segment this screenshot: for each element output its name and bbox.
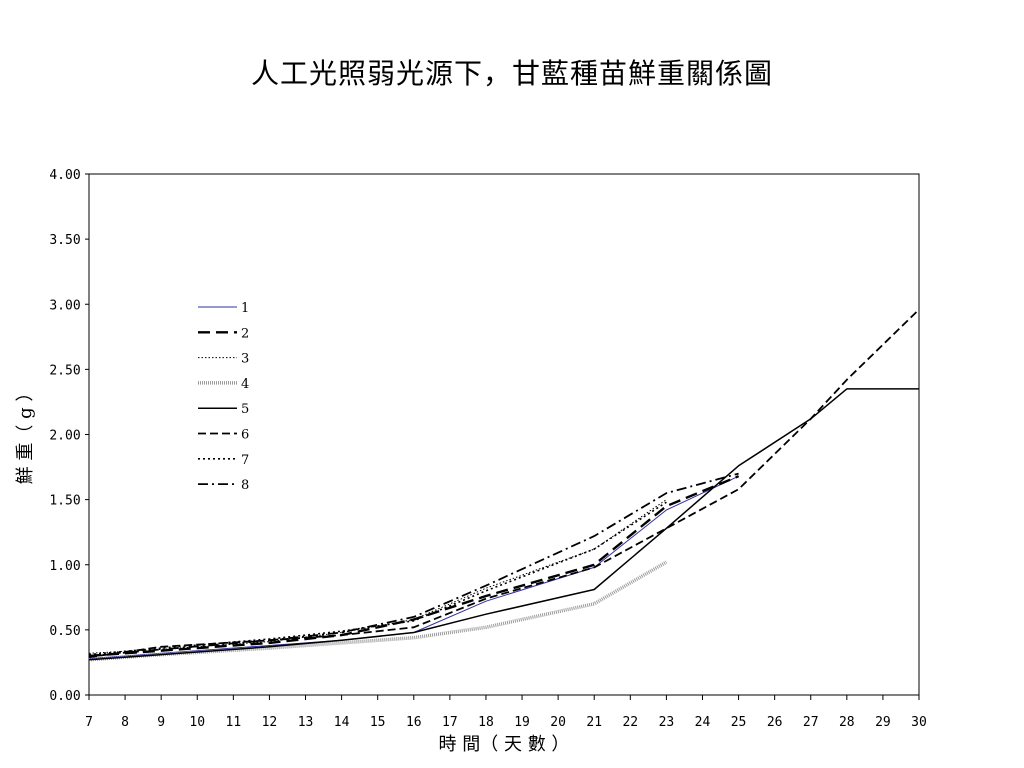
legend-label-3: 3 — [241, 352, 249, 367]
y-tick-label: 0.00 — [49, 689, 80, 704]
x-tick-label: 19 — [514, 715, 530, 730]
chart-title: 人工光照弱光源下，甘藍種苗鮮重關係圖 — [250, 57, 773, 90]
y-tick-label: 3.50 — [49, 233, 80, 248]
series-layer — [88, 308, 920, 662]
x-tick-label: 25 — [731, 715, 747, 730]
x-tick-label: 17 — [442, 715, 458, 730]
x-axis: 7 8 9 10 11 12 13 14 15 16 17 18 19 20 21 22 23 24 25 26 27 2… — [85, 695, 927, 730]
legend-label-1: 1 — [241, 301, 249, 316]
x-tick-label: 23 — [659, 715, 675, 730]
x-tick-label: 27 — [803, 715, 819, 730]
legend-label-2: 2 — [241, 326, 249, 341]
x-tick-label: 28 — [839, 715, 855, 730]
legend-label-8: 8 — [241, 478, 249, 493]
x-tick-label: 15 — [370, 715, 386, 730]
x-tick-label: 18 — [478, 715, 494, 730]
series-line-5 — [88, 388, 919, 661]
x-tick-label: 24 — [695, 715, 711, 730]
x-tick-label: 12 — [262, 715, 278, 730]
legend-label-4: 4 — [241, 377, 249, 392]
x-tick-label: 14 — [334, 715, 350, 730]
x-tick-label: 29 — [875, 715, 891, 730]
y-tick-label: 2.50 — [49, 363, 80, 378]
x-tick-label: 16 — [406, 715, 422, 730]
x-axis-title: 時 間（ 天 數 ） — [439, 734, 570, 755]
y-tick-label: 0.50 — [49, 624, 80, 639]
y-tick-label: 1.50 — [49, 494, 80, 509]
x-tick-label: 8 — [121, 715, 129, 730]
y-axis-title: 鮮 重（ g ） — [15, 384, 36, 485]
legend: 1 2 3 4 5 6 7 8 — [198, 301, 249, 493]
series-line-8 — [88, 472, 739, 657]
y-tick-label: 4.00 — [49, 168, 80, 183]
x-tick-label: 7 — [85, 715, 93, 730]
legend-label-5: 5 — [241, 402, 249, 417]
x-tick-label: 9 — [157, 715, 165, 730]
x-tick-label: 10 — [189, 715, 205, 730]
x-tick-label: 20 — [550, 715, 566, 730]
x-tick-label: 13 — [298, 715, 314, 730]
x-tick-label: 11 — [226, 715, 242, 730]
plot-area — [88, 173, 920, 696]
x-tick-label: 22 — [622, 715, 638, 730]
y-tick-label: 2.00 — [49, 429, 80, 444]
legend-label-7: 7 — [241, 453, 249, 468]
y-tick-label: 1.00 — [49, 559, 80, 574]
x-tick-label: 26 — [767, 715, 783, 730]
legend-label-6: 6 — [241, 428, 249, 443]
x-tick-label: 30 — [911, 715, 927, 730]
y-axis: 0.00 0.50 1.00 1.50 2.00 2.50 3.00 3.50 4.00 — [49, 168, 89, 704]
series-line-7 — [88, 501, 667, 656]
y-tick-label: 3.00 — [49, 298, 80, 313]
x-tick-label: 21 — [586, 715, 602, 730]
